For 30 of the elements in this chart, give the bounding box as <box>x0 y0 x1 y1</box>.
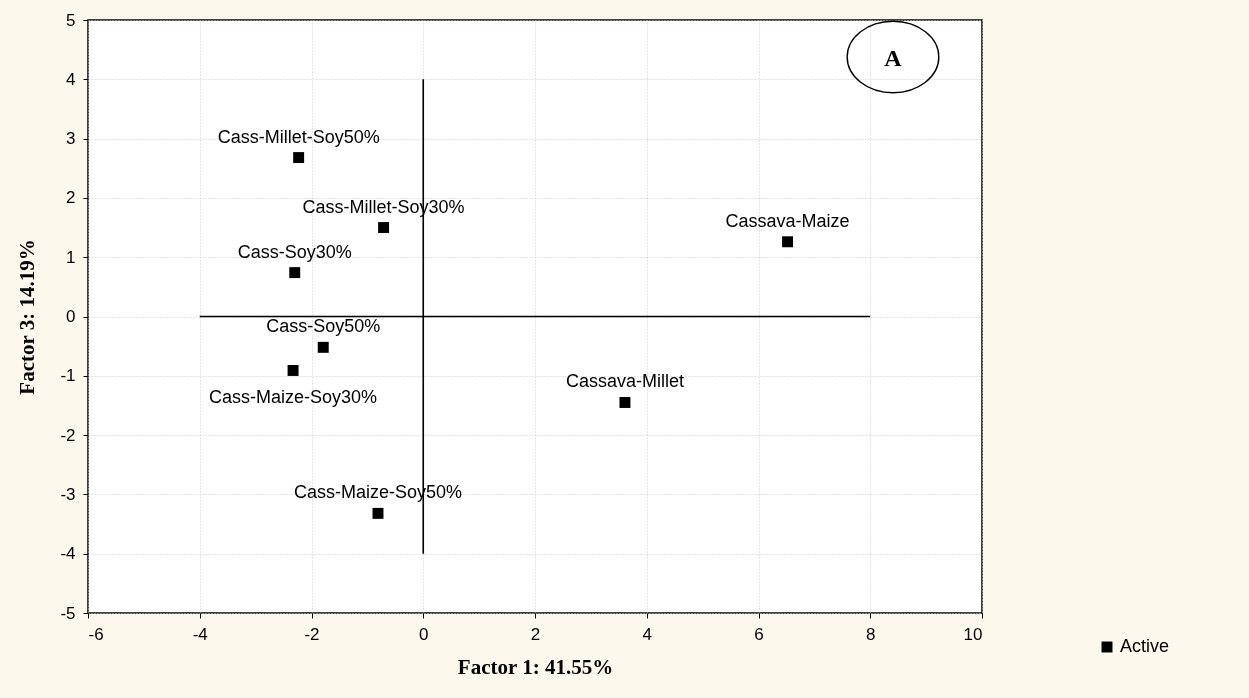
y-tick-label: -2 <box>60 425 76 445</box>
annotation: Cassava-Millet <box>565 371 684 392</box>
y-tick-label: 0 <box>66 307 76 326</box>
y-tick-label: 4 <box>66 69 76 89</box>
x-tick-label: 4 <box>642 624 652 644</box>
x-tick-label: -6 <box>88 624 104 644</box>
legend-label: Active <box>1120 636 1170 656</box>
annotation: Cass-Soy30% <box>237 241 352 262</box>
annotation: Cass-Maize-Soy30% <box>209 387 378 408</box>
annotation: Cass-Soy50% <box>266 316 381 337</box>
y-tick-label: -4 <box>60 544 76 564</box>
y-tick-label: 3 <box>66 129 76 149</box>
annotation: Cass-Millet-Soy50% <box>217 126 380 147</box>
y-tick-label: 2 <box>66 188 76 208</box>
x-tick-label: 6 <box>754 624 764 644</box>
y-tick-label: -1 <box>60 366 76 386</box>
y-tick-label: 5 <box>66 10 76 30</box>
x-tick-label: 8 <box>866 624 876 644</box>
x-tick-label: 0 <box>419 624 429 644</box>
annotation: Cassava-Maize <box>725 210 850 231</box>
x-tick-label: -2 <box>304 624 320 644</box>
x-axis-title: Factor 1: 41.55% <box>457 654 614 679</box>
y-axis-title: Factor 3: 14.19% <box>15 239 40 395</box>
x-tick-label: 2 <box>530 624 541 644</box>
y-tick-label: 1 <box>66 247 76 267</box>
y-tick-label: -3 <box>60 484 76 504</box>
annotation: A <box>884 45 903 71</box>
x-tick-label: -4 <box>192 624 208 644</box>
y-tick-label: -5 <box>60 603 76 623</box>
x-tick-label: 10 <box>963 624 983 644</box>
